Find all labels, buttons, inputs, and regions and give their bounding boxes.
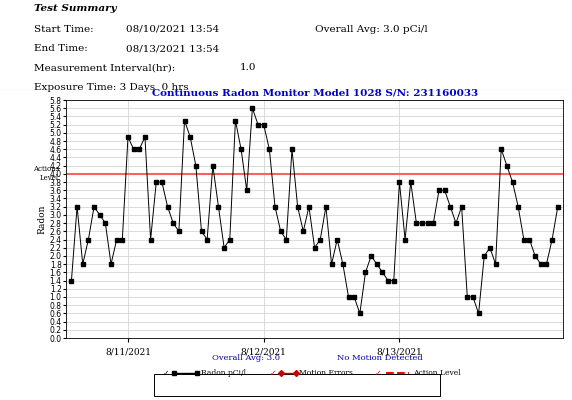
Bar [154, 374, 440, 396]
Text: Test Summary: Test Summary [34, 4, 117, 13]
Text: Overall Avg: 3.0 pCi/l: Overall Avg: 3.0 pCi/l [315, 25, 427, 34]
Title: Continuous Radon Monitor Model 1028 S/N: 231160033: Continuous Radon Monitor Model 1028 S/N:… [152, 89, 478, 98]
Text: Measurement Interval(hr):: Measurement Interval(hr): [34, 63, 176, 72]
Text: ✓: ✓ [270, 369, 276, 378]
Text: Start Time:: Start Time: [34, 25, 94, 34]
Text: Radon pCi/l: Radon pCi/l [201, 369, 247, 377]
Text: 08/10/2021 13:54: 08/10/2021 13:54 [126, 25, 219, 34]
Text: End Time:: End Time: [34, 44, 88, 53]
Text: Overall Avg: 3.0: Overall Avg: 3.0 [212, 354, 280, 362]
Text: Motion Errors: Motion Errors [299, 369, 353, 377]
Text: 08/13/2021 13:54: 08/13/2021 13:54 [126, 44, 219, 53]
Text: 1.0: 1.0 [240, 63, 257, 72]
Y-axis label: Radon: Radon [38, 204, 47, 234]
Text: Actions
Level: Actions Level [33, 165, 59, 182]
Text: Exposure Time: 3 Days  0 hrs: Exposure Time: 3 Days 0 hrs [34, 83, 189, 92]
Text: ✓: ✓ [163, 369, 169, 378]
Text: Action Level: Action Level [413, 369, 460, 377]
Text: ✓: ✓ [375, 369, 381, 378]
Text: No Motion Detected: No Motion Detected [337, 354, 423, 362]
